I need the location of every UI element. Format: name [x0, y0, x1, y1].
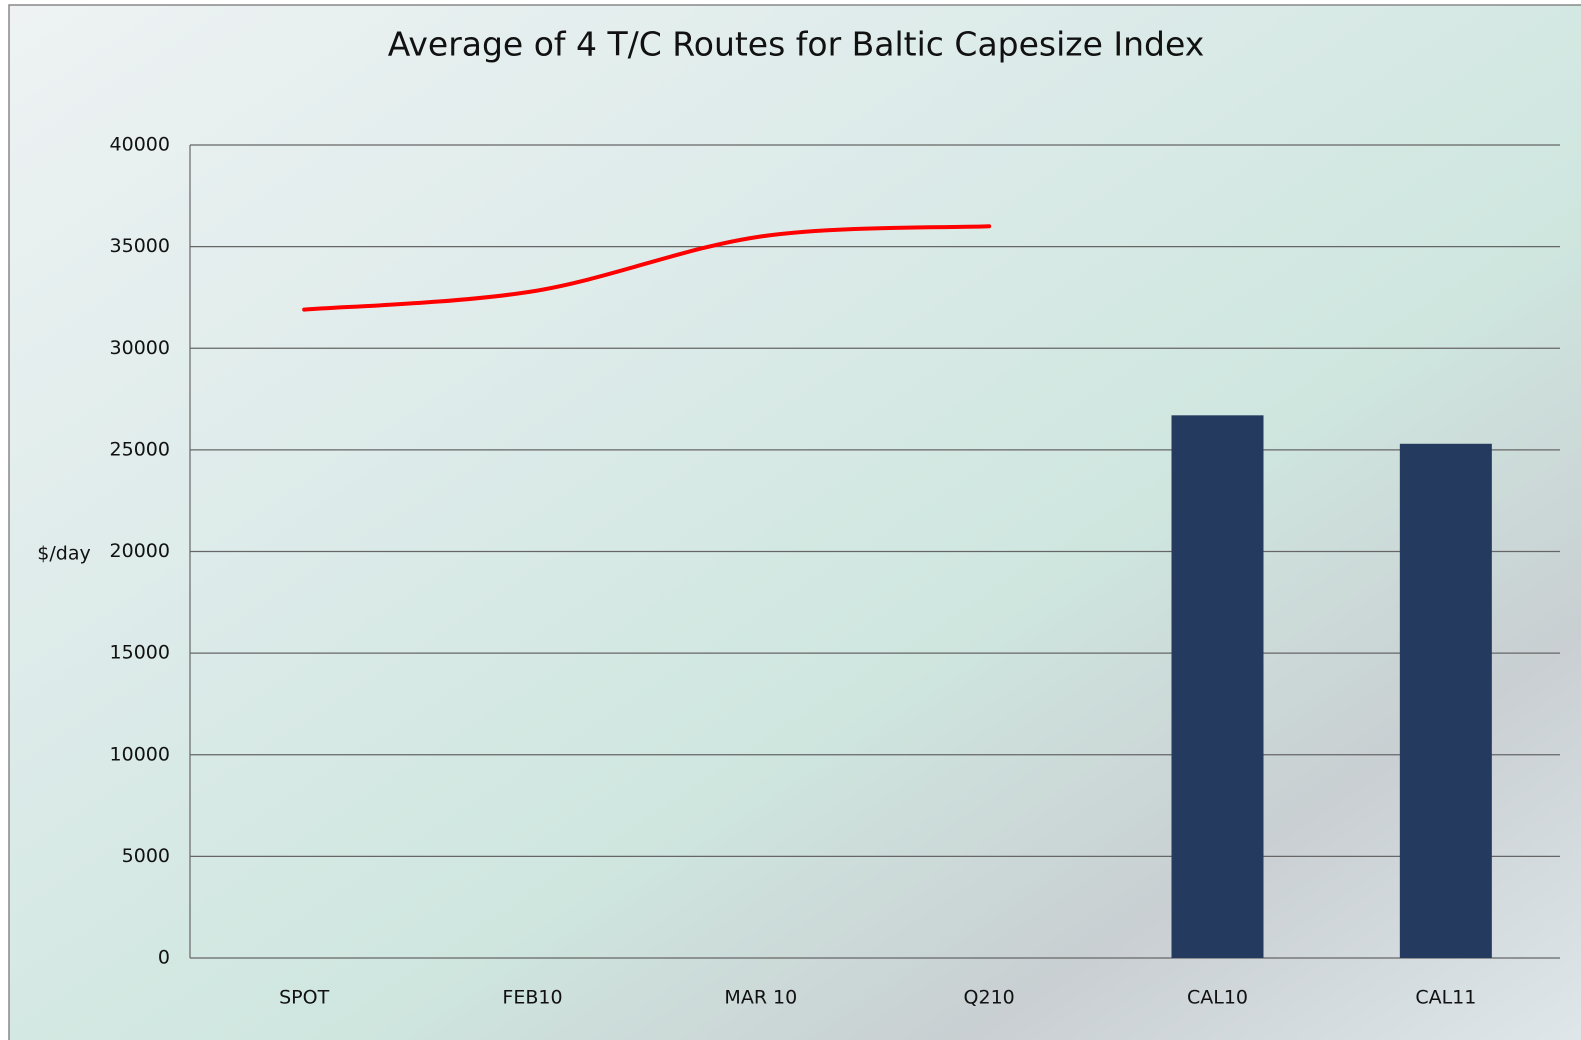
y-tick-label: 40000	[110, 134, 170, 156]
bar	[1171, 415, 1264, 958]
y-tick-label: 15000	[110, 642, 170, 664]
background	[8, 4, 1581, 1040]
chart-title: Average of 4 T/C Routes for Baltic Capes…	[388, 25, 1205, 64]
y-tick-label: 0	[158, 947, 170, 969]
y-tick-label: 20000	[110, 540, 170, 562]
y-tick-label: 5000	[122, 845, 170, 867]
x-tick-label: MAR 10	[724, 987, 797, 1009]
y-tick-label: 25000	[110, 438, 170, 460]
x-tick-label: SPOT	[279, 987, 329, 1009]
x-tick-label: CAL10	[1187, 987, 1248, 1009]
x-tick-label: FEB10	[502, 987, 562, 1009]
y-tick-label: 30000	[110, 337, 170, 359]
x-tick-label: CAL11	[1415, 987, 1476, 1009]
bar	[1399, 443, 1492, 959]
y-axis-label: $/day	[37, 543, 90, 565]
x-tick-label: Q210	[964, 987, 1015, 1009]
y-tick-label: 35000	[110, 235, 170, 257]
y-tick-label: 10000	[110, 743, 170, 765]
line-series	[302, 224, 992, 312]
